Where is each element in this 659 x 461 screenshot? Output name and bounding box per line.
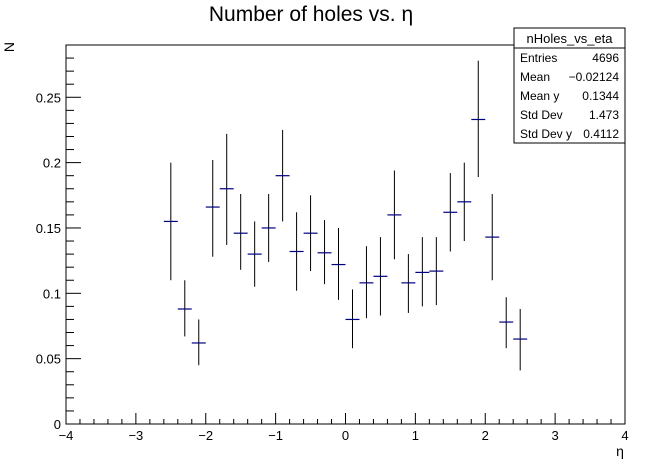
stats-row-label: Std Dev <box>520 108 563 122</box>
data-point <box>163 162 178 281</box>
data-point <box>205 160 220 257</box>
data-point <box>373 237 388 316</box>
x-tick-label: 0 <box>342 428 349 443</box>
x-tick-label: −2 <box>198 428 213 443</box>
stats-row-value: 0.1344 <box>582 89 619 103</box>
stats-row-label: Entries <box>520 51 557 65</box>
stats-row-label: Mean y <box>520 89 559 103</box>
data-point <box>499 297 514 349</box>
stats-box: nHoles_vs_eta Entries 4696 Mean −0.02124 Mean… <box>513 27 626 144</box>
x-tick-label: −4 <box>59 428 74 443</box>
data-point <box>485 193 500 281</box>
data-point <box>177 280 192 337</box>
y-tick-label: 0 <box>54 417 61 432</box>
plot-axes: −4 −3 −2 −1 0 1 2 3 4 0 0.05 0.1 0.15 0.2 0.25 <box>36 44 629 443</box>
stats-row-value: 0.4112 <box>583 127 619 141</box>
data-point <box>457 162 472 242</box>
data-point <box>401 254 416 313</box>
data-point <box>471 60 486 177</box>
data-point <box>219 133 234 245</box>
data-points <box>163 60 528 371</box>
data-point <box>443 173 458 252</box>
data-point <box>331 227 346 300</box>
y-tick-label: 0.05 <box>36 352 61 367</box>
data-point <box>317 220 332 285</box>
y-tick-label: 0.1 <box>43 286 61 301</box>
x-tick-label: 1 <box>412 428 419 443</box>
data-point <box>289 212 304 291</box>
x-axis-label: η <box>616 443 624 459</box>
y-tick-label: 0.15 <box>36 221 61 236</box>
data-point <box>303 195 318 272</box>
data-point <box>513 308 528 371</box>
stats-box-title: nHoles_vs_eta <box>527 31 614 46</box>
y-axis-label: N <box>1 42 17 52</box>
x-tick-label: 4 <box>621 428 628 443</box>
data-point <box>247 221 262 287</box>
stats-row-value: −0.02124 <box>569 70 620 84</box>
stats-row-value: 4696 <box>592 51 619 65</box>
stats-row-label: Std Dev y <box>520 127 572 141</box>
data-point <box>387 170 402 260</box>
data-point <box>233 193 248 270</box>
x-tick-label: −1 <box>268 428 283 443</box>
x-tick-label: 3 <box>552 428 559 443</box>
stats-row-label: Mean <box>520 70 550 84</box>
data-point <box>275 129 290 222</box>
data-point <box>191 319 206 366</box>
data-point <box>429 237 444 306</box>
data-point <box>345 289 360 349</box>
x-tick-label: −3 <box>128 428 143 443</box>
stats-box-frame <box>513 27 626 144</box>
y-tick-label: 0.25 <box>36 90 61 105</box>
y-tick-label: 0.2 <box>43 156 61 171</box>
data-point <box>415 237 430 307</box>
stats-row-value: 1.473 <box>589 108 619 122</box>
data-point <box>359 246 374 319</box>
x-tick-label: 2 <box>482 428 489 443</box>
chart-title: Number of holes vs. η <box>209 3 413 26</box>
data-point <box>261 193 276 262</box>
